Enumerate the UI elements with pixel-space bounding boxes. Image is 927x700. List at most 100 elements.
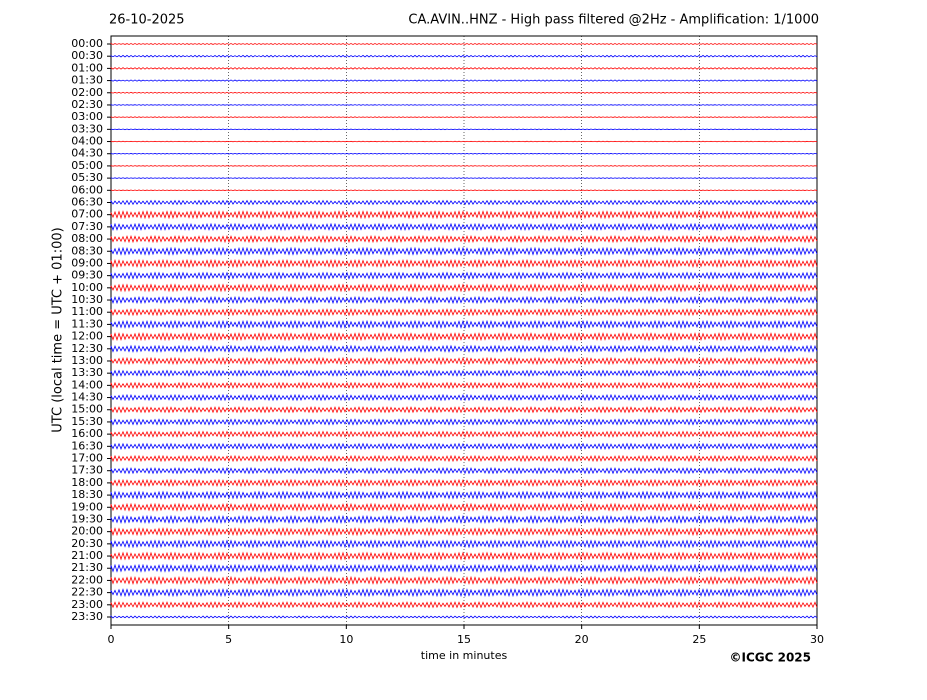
trace [110,234,818,244]
y-tick-label: 15:00 [71,403,103,416]
chart-title: CA.AVIN..HNZ - High pass filtered @2Hz -… [408,13,819,28]
trace [110,222,818,231]
y-tick-label: 23:30 [71,610,103,623]
trace [110,165,818,167]
x-axis-label: time in minutes [421,649,508,662]
y-tick-label: 14:00 [71,378,103,391]
y-tick-label: 13:00 [71,354,103,367]
x-tick-label: 10 [339,633,353,646]
y-tick-label: 12:00 [71,330,103,343]
y-tick-label: 03:30 [71,122,103,135]
trace [110,344,818,353]
trace [110,116,818,118]
y-tick-label: 07:00 [71,208,103,221]
trace [110,478,818,487]
y-tick-label: 09:30 [71,269,103,282]
trace [110,199,818,206]
y-tick-label: 19:30 [71,512,103,525]
trace [110,246,818,256]
trace [110,104,818,106]
y-tick-label: 12:30 [71,342,103,355]
trace [110,54,818,58]
trace [110,615,818,619]
y-tick-label: 05:00 [71,159,103,172]
trace [110,319,818,329]
trace [110,514,818,525]
y-tick-label: 09:00 [71,256,103,269]
y-tick-label: 21:30 [71,561,103,574]
y-tick-label: 22:30 [71,586,103,599]
trace [110,490,818,500]
trace [110,442,818,450]
trace [110,79,818,82]
trace [110,588,818,598]
x-tick-label: 20 [575,633,589,646]
trace [110,467,818,475]
y-tick-label: 02:30 [71,98,103,111]
x-tick-label: 0 [108,633,115,646]
trace [110,140,818,143]
y-tick-label: 14:30 [71,391,103,404]
y-tick-label: 02:00 [71,86,103,99]
x-tick-label: 30 [810,633,824,646]
y-tick-label: 16:30 [71,439,103,452]
y-tick-label: 18:30 [71,488,103,501]
trace [110,575,818,585]
date: 26-10-2025 [109,13,185,28]
y-tick-label: 20:00 [71,525,103,538]
trace [110,295,818,305]
x-tick-label: 15 [457,633,471,646]
y-tick-label: 11:00 [71,305,103,318]
credit: ©ICGC 2025 [729,651,811,665]
trace [110,551,818,561]
y-tick-label: 00:00 [71,37,103,50]
y-tick-label: 21:00 [71,549,103,562]
trace [110,393,818,402]
trace [110,210,818,220]
y-tick-label: 10:00 [71,281,103,294]
trace [110,454,818,463]
y-tick-label: 13:30 [71,366,103,379]
trace [110,406,818,414]
y-tick-label: 19:00 [71,500,103,513]
trace [110,177,818,179]
y-tick-label: 08:00 [71,232,103,245]
y-tick-label: 06:00 [71,183,103,196]
y-tick-label: 01:30 [71,74,103,87]
y-axis-label: UTC (local time = UTC + 01:00) [51,227,66,432]
y-tick-label: 05:30 [71,171,103,184]
y-tick-label: 10:30 [71,293,103,306]
trace [110,356,818,366]
x-tick-label: 5 [225,633,232,646]
trace [110,308,818,317]
y-tick-label: 11:30 [71,317,103,330]
trace [110,502,818,512]
trace [110,91,818,94]
trace [110,152,818,155]
y-tick-label: 15:30 [71,415,103,428]
y-tick-label: 22:00 [71,573,103,586]
trace [110,563,818,573]
y-tick-label: 18:00 [71,476,103,489]
trace [110,66,818,70]
y-tick-label: 07:30 [71,220,103,233]
trace [110,189,818,192]
y-tick-label: 20:30 [71,537,103,550]
y-tick-label: 03:00 [71,110,103,123]
y-tick-label: 17:00 [71,452,103,465]
trace [110,527,818,537]
trace [110,258,818,268]
trace [110,430,818,438]
trace [110,381,818,390]
y-tick-label: 17:30 [71,464,103,477]
y-tick-label: 04:00 [71,135,103,148]
x-tick-label: 25 [692,633,706,646]
trace [110,283,818,293]
trace [110,369,818,377]
trace [110,271,818,280]
y-tick-label: 23:00 [71,598,103,611]
trace [110,42,818,45]
y-tick-label: 00:30 [71,49,103,62]
trace [110,601,818,609]
